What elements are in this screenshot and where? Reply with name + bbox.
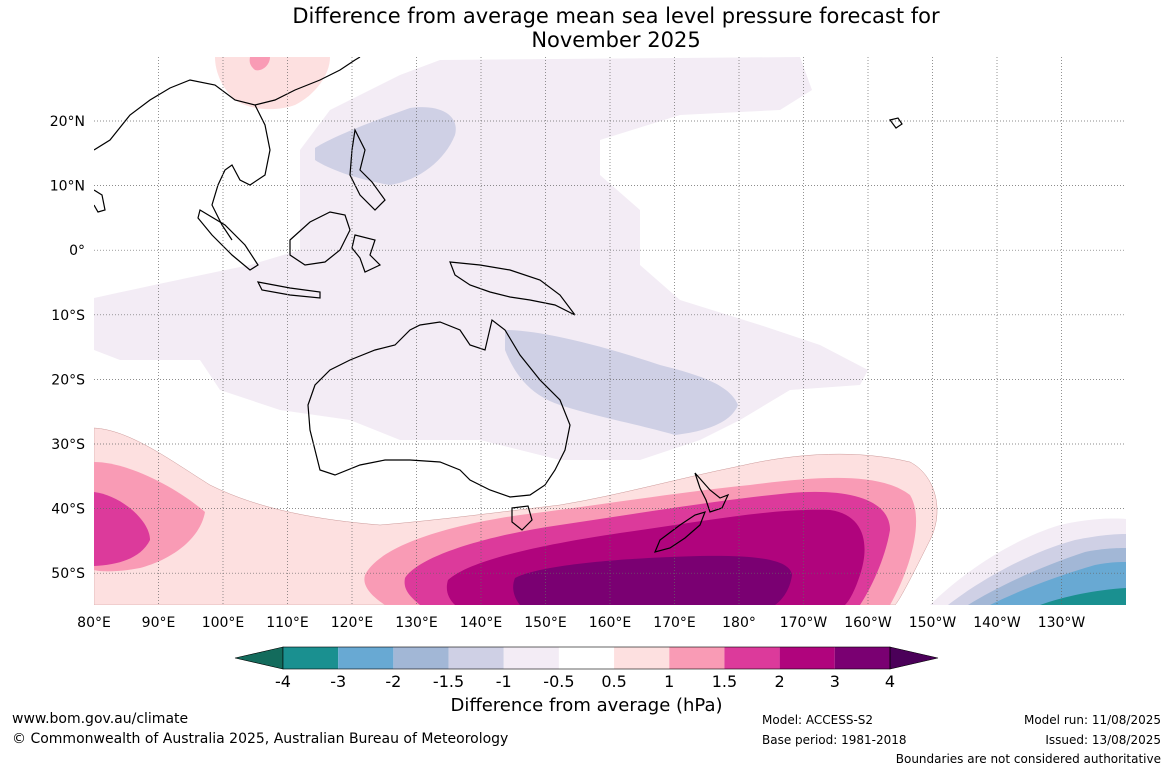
title-line-2: November 2025 bbox=[531, 28, 701, 52]
coastlines bbox=[94, 57, 903, 553]
longitude-label: 160°W bbox=[844, 615, 892, 631]
colorbar-min-arrow bbox=[234, 646, 284, 670]
longitude-label: 110°E bbox=[266, 615, 309, 631]
colorbar-tick-label: -4 bbox=[275, 672, 291, 691]
issued-date: Issued: 13/08/2025 bbox=[1045, 733, 1161, 747]
longitude-label: 80°E bbox=[77, 615, 111, 631]
latitude-label: 40°S bbox=[51, 502, 85, 518]
anomaly-region-minus-1-coral-sea bbox=[505, 330, 738, 435]
copyright-text: © Commonwealth of Australia 2025, Austra… bbox=[12, 731, 509, 747]
latitude-label: 50°S bbox=[51, 566, 85, 582]
longitude-label: 170°W bbox=[780, 615, 828, 631]
longitude-labels: 80°E 90°E 100°E 110°E 120°E 130°E 140°E 150°E 16… bbox=[77, 615, 1085, 631]
colorbar-segment bbox=[669, 647, 725, 669]
colorbar-tick-label: -2 bbox=[385, 672, 401, 691]
website-link[interactable]: www.bom.gov.au/climate bbox=[12, 711, 189, 727]
se-asia-outline bbox=[94, 57, 361, 241]
sulawesi-outline bbox=[351, 234, 382, 273]
latitude-label: 20°N bbox=[50, 114, 85, 130]
colorbar-segment bbox=[558, 647, 615, 669]
latitude-labels: 20°N 10°N 0° 10°S 20°S 30°S 40°S 50°S bbox=[50, 114, 85, 582]
colorbar-tick-label: 0.5 bbox=[601, 672, 626, 691]
colorbar-tick-label: 1 bbox=[664, 672, 674, 691]
anomaly-region-plus-3 bbox=[513, 555, 792, 605]
philippines-outline bbox=[349, 128, 386, 211]
colorbar-segment bbox=[283, 647, 339, 669]
anomaly-region-plus-0-5-china bbox=[215, 57, 330, 110]
longitude-label: 90°E bbox=[142, 615, 176, 631]
borneo-outline bbox=[289, 211, 351, 266]
colorbar-tick-label: 2 bbox=[775, 672, 785, 691]
longitude-label: 140°E bbox=[460, 615, 503, 631]
title-line-1: Difference from average mean sea level p… bbox=[292, 4, 940, 28]
graticule bbox=[94, 57, 1126, 605]
longitude-label: 150°E bbox=[524, 615, 567, 631]
base-period: Base period: 1981-2018 bbox=[762, 733, 907, 747]
longitude-label: 140°W bbox=[973, 615, 1021, 631]
colorbar-tick-label: 4 bbox=[885, 672, 895, 691]
colorbar-segment bbox=[503, 647, 559, 669]
colorbar-segment bbox=[393, 647, 449, 669]
colorbar-tick-label: 3 bbox=[830, 672, 840, 691]
latitude-label: 10°N bbox=[50, 179, 85, 195]
colorbar-tick-label: -1.5 bbox=[433, 672, 464, 691]
longitude-label: 130°E bbox=[395, 615, 438, 631]
latitude-label: 0° bbox=[69, 243, 85, 259]
sri-lanka-outline bbox=[94, 189, 106, 213]
colorbar-tick-label: 1.5 bbox=[712, 672, 737, 691]
colorbar-tick-label: -1 bbox=[496, 672, 512, 691]
anomaly-region-plus-1-5 bbox=[94, 492, 150, 566]
longitude-label: 170°E bbox=[653, 615, 696, 631]
new-zealand-north-outline bbox=[694, 472, 730, 513]
colorbar-segment bbox=[448, 647, 504, 669]
map-title: Difference from average mean sea level p… bbox=[0, 4, 1173, 52]
colorbar: -4 -3 -2 -1.5 -1 -0.5 0.5 1 1.5 2 3 4 bbox=[234, 646, 939, 691]
colorbar-segment bbox=[779, 647, 835, 669]
australia-outline bbox=[307, 318, 571, 498]
colorbar-segment bbox=[834, 647, 890, 669]
new-zealand-south-outline bbox=[653, 511, 706, 553]
tasmania-outline bbox=[511, 505, 533, 531]
colorbar-title: Difference from average (hPa) bbox=[450, 695, 723, 716]
model-name: Model: ACCESS-S2 bbox=[762, 713, 874, 727]
longitude-label: 100°E bbox=[202, 615, 245, 631]
longitude-label: 120°E bbox=[331, 615, 374, 631]
anomaly-region-plus-1-china bbox=[249, 57, 270, 71]
colorbar-tick-label: -3 bbox=[330, 672, 346, 691]
boundaries-disclaimer: Boundaries are not considered authoritat… bbox=[895, 752, 1161, 766]
new-guinea-outline bbox=[449, 261, 576, 316]
longitude-label: 150°W bbox=[909, 615, 957, 631]
colorbar-outline bbox=[282, 646, 891, 670]
hawaii-outline bbox=[888, 117, 903, 129]
sumatra-outline bbox=[197, 209, 259, 271]
colorbar-segment bbox=[614, 647, 670, 669]
latitude-label: 30°S bbox=[51, 437, 85, 453]
longitude-label: 180° bbox=[722, 615, 756, 631]
colorbar-segment bbox=[724, 647, 780, 669]
longitude-label: 130°W bbox=[1038, 615, 1086, 631]
java-outline bbox=[256, 281, 321, 299]
longitude-label: 160°E bbox=[589, 615, 632, 631]
colorbar-tick-label: -0.5 bbox=[543, 672, 574, 691]
model-run-date: Model run: 11/08/2025 bbox=[1023, 713, 1161, 727]
latitude-label: 20°S bbox=[51, 372, 85, 388]
latitude-label: 10°S bbox=[51, 308, 85, 324]
colorbar-max-arrow bbox=[889, 646, 939, 670]
colorbar-segment bbox=[338, 647, 394, 669]
